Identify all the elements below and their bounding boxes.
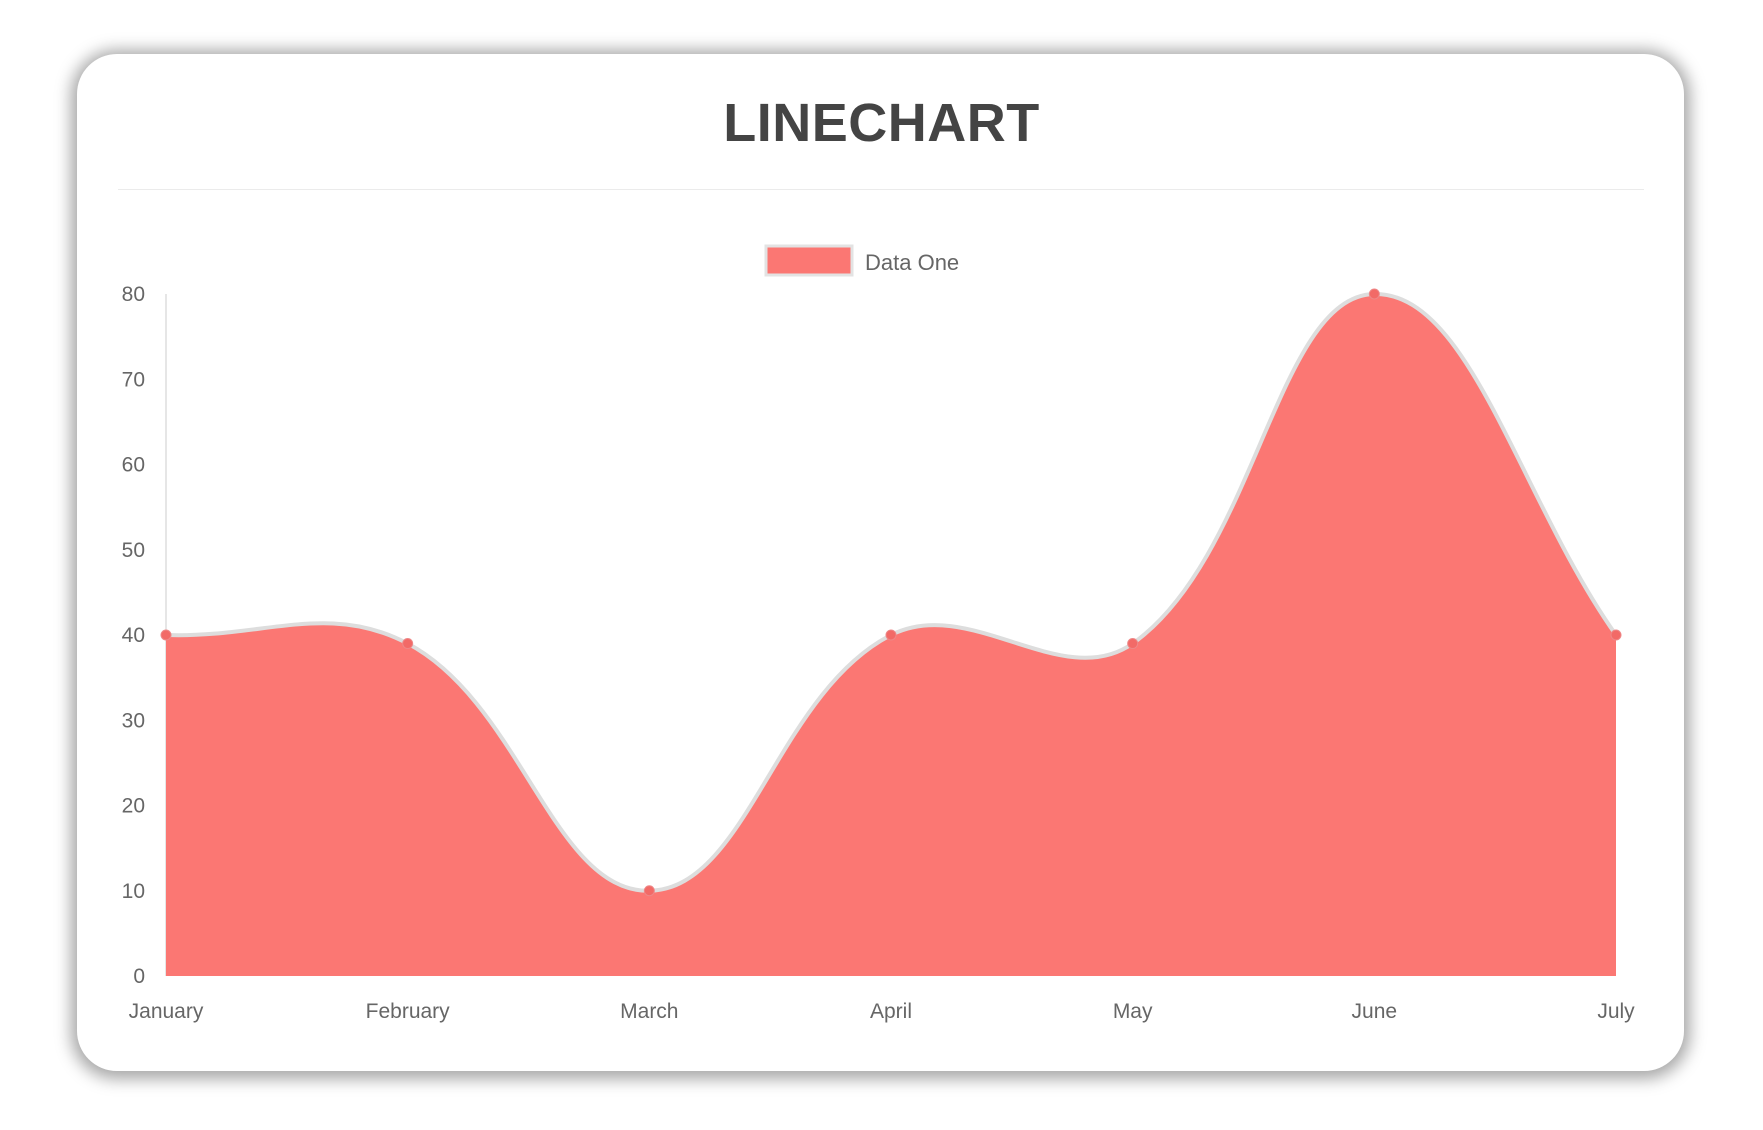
y-tick-label: 30	[122, 709, 145, 732]
series-line	[165, 291, 1618, 893]
y-tick-label: 20	[122, 795, 145, 818]
legend-swatch	[764, 244, 854, 277]
x-tick-label: April	[870, 1000, 912, 1023]
x-tick-label: July	[1597, 1000, 1635, 1023]
legend[interactable]: Data One	[764, 244, 959, 277]
y-tick-label: 40	[122, 624, 145, 647]
x-tick-label: June	[1352, 1000, 1398, 1023]
x-tick-label: May	[1113, 1000, 1153, 1023]
y-tick-label: 10	[122, 880, 145, 903]
data-point-june[interactable]	[1368, 288, 1380, 300]
x-tick-label: January	[129, 1000, 204, 1023]
data-point-july[interactable]	[1610, 629, 1622, 641]
x-tick-label: March	[620, 1000, 678, 1023]
y-tick-label: 80	[122, 283, 145, 306]
data-point-march[interactable]	[643, 885, 655, 897]
y-tick-label: 60	[122, 454, 145, 477]
series-area	[166, 293, 1616, 976]
y-tick-label: 50	[122, 539, 145, 562]
data-point-january[interactable]	[160, 629, 172, 641]
data-point-april[interactable]	[885, 629, 897, 641]
chart-title: LINECHART	[723, 93, 1040, 153]
y-tick-label: 0	[133, 965, 145, 988]
data-point-february[interactable]	[402, 638, 414, 650]
y-tick-label: 70	[122, 368, 145, 391]
legend-label: Data One	[865, 250, 959, 275]
title-divider	[118, 189, 1644, 190]
x-tick-label: February	[366, 1000, 451, 1023]
data-point-may[interactable]	[1127, 638, 1139, 650]
